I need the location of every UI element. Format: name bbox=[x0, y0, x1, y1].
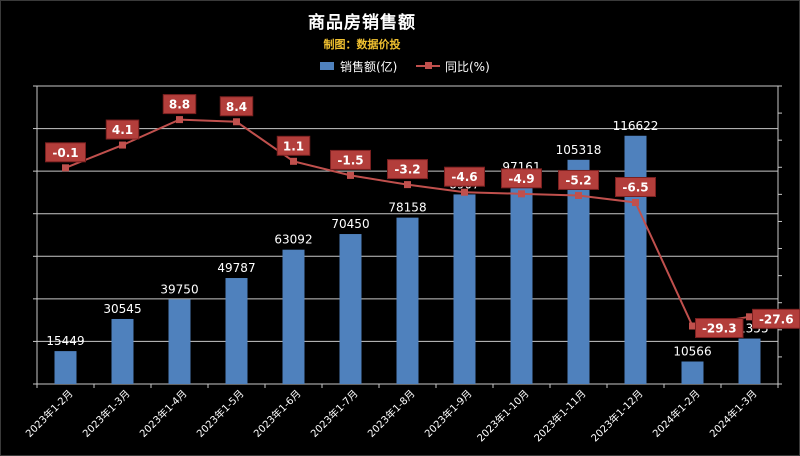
yoy-label-box bbox=[45, 142, 86, 163]
yoy-marker bbox=[518, 190, 525, 198]
bar bbox=[567, 159, 590, 384]
yoy-value-label: -27.6 bbox=[759, 312, 794, 326]
chart-subtitle: 制图：数据价投 bbox=[323, 38, 401, 51]
x-tick-label: 2023年1-9月 bbox=[422, 387, 475, 440]
yoy-marker bbox=[290, 157, 297, 165]
x-tick-label: 2023年1-12月 bbox=[588, 387, 645, 444]
yoy-value-label: -4.9 bbox=[508, 172, 534, 186]
x-tick-label: 2024年1-2月 bbox=[650, 387, 703, 440]
bar-value-label: 70450 bbox=[331, 217, 369, 231]
bar bbox=[339, 234, 362, 384]
x-tick-label: 2023年1-4月 bbox=[137, 387, 190, 440]
yoy-label-box bbox=[276, 135, 311, 156]
yoy-marker bbox=[347, 171, 354, 179]
yoy-marker bbox=[233, 118, 240, 126]
bar bbox=[624, 135, 647, 384]
x-tick-label: 2023年1-6月 bbox=[251, 387, 304, 440]
yoy-value-label: 8.4 bbox=[226, 100, 247, 114]
x-tick-label: 2023年1-5月 bbox=[194, 387, 247, 440]
yoy-value-label: -4.6 bbox=[451, 170, 477, 184]
legend-label-yoy: 同比(%) bbox=[445, 60, 490, 74]
x-tick-label: 2023年1-10月 bbox=[474, 387, 531, 444]
yoy-value-label: -3.2 bbox=[394, 163, 420, 177]
yoy-marker bbox=[746, 313, 753, 321]
bar-value-label: 105318 bbox=[556, 143, 602, 157]
bar bbox=[681, 361, 704, 384]
bar-value-label: 30545 bbox=[103, 302, 141, 316]
yoy-marker bbox=[689, 322, 696, 330]
bar bbox=[54, 351, 77, 384]
x-tick-label: 2023年1-2月 bbox=[23, 387, 76, 440]
yoy-marker bbox=[404, 181, 411, 189]
bar-value-label: 63092 bbox=[274, 233, 312, 247]
yoy-marker bbox=[62, 164, 69, 172]
yoy-label-box bbox=[444, 166, 485, 187]
x-tick-label: 2023年1-3月 bbox=[80, 387, 133, 440]
bar bbox=[282, 249, 305, 384]
bar bbox=[510, 177, 533, 384]
yoy-label-box bbox=[219, 96, 254, 117]
yoy-label-box bbox=[558, 169, 599, 190]
yoy-label-box bbox=[615, 176, 656, 197]
bar-value-label: 10566 bbox=[673, 345, 711, 359]
bar bbox=[225, 278, 248, 384]
bar bbox=[168, 299, 191, 384]
yoy-value-label: -5.2 bbox=[565, 173, 591, 187]
yoy-marker bbox=[119, 141, 126, 149]
yoy-value-label: -29.3 bbox=[702, 322, 737, 336]
yoy-value-label: -1.5 bbox=[337, 153, 363, 167]
bar-value-label: 116622 bbox=[613, 119, 659, 133]
legend-bar-swatch bbox=[320, 62, 334, 70]
yoy-label-box bbox=[752, 308, 800, 329]
yoy-marker bbox=[632, 198, 639, 206]
yoy-value-label: -6.5 bbox=[622, 180, 648, 194]
bar bbox=[453, 194, 476, 384]
yoy-marker bbox=[575, 191, 582, 199]
yoy-marker bbox=[176, 116, 183, 124]
yoy-label-box bbox=[501, 168, 542, 189]
legend-marker-swatch bbox=[425, 62, 432, 69]
yoy-value-label: 1.1 bbox=[283, 139, 304, 153]
bar-value-label: 49787 bbox=[217, 261, 255, 275]
chart-title: 商品房销售额 bbox=[308, 13, 416, 33]
yoy-label-box bbox=[162, 94, 197, 115]
bar bbox=[738, 338, 761, 384]
yoy-label-box bbox=[387, 159, 428, 180]
yoy-label-box bbox=[330, 149, 371, 170]
yoy-label-box bbox=[105, 119, 140, 140]
yoy-value-label: -0.1 bbox=[52, 146, 78, 160]
bar-value-label: 78158 bbox=[388, 201, 426, 215]
yoy-value-label: 8.8 bbox=[169, 98, 190, 112]
bar bbox=[111, 318, 134, 384]
x-tick-label: 2023年1-7月 bbox=[308, 387, 361, 440]
yoy-label-box bbox=[695, 318, 744, 339]
x-tick-label: 2023年1-8月 bbox=[365, 387, 418, 440]
yoy-marker bbox=[461, 188, 468, 196]
bar-value-label: 15449 bbox=[46, 334, 84, 348]
yoy-value-label: 4.1 bbox=[112, 123, 133, 137]
bar bbox=[396, 217, 419, 384]
x-tick-label: 2023年1-11月 bbox=[531, 387, 588, 444]
legend-label-sales: 销售额(亿) bbox=[340, 60, 398, 74]
bar-value-label: 39750 bbox=[160, 282, 198, 296]
x-tick-label: 2024年1-3月 bbox=[707, 387, 760, 440]
